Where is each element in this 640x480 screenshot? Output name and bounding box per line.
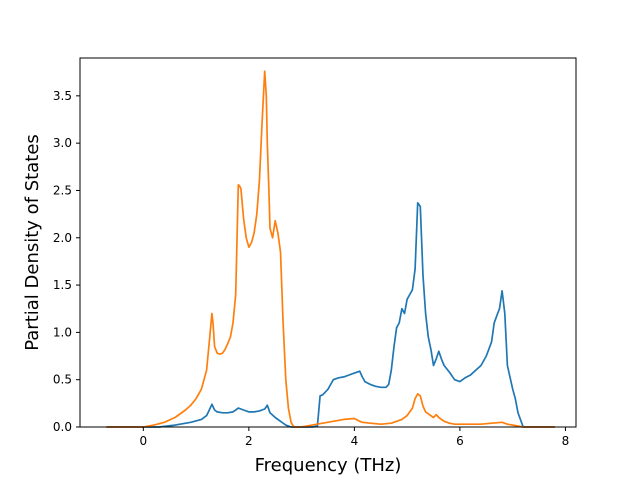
x-axis-label: Frequency (THz) [255, 455, 402, 476]
series-line-2 [106, 70, 555, 428]
y-tick-label: 0.0 [53, 420, 72, 434]
axes-frame [79, 57, 577, 428]
x-tick-label: 2 [245, 434, 253, 448]
x-tick-label: 0 [139, 434, 147, 448]
x-tick-label: 6 [456, 434, 464, 448]
y-axis-ticks: 0.0 0.5 1.0 1.5 2.0 2.5 3.0 3.5 [53, 89, 80, 434]
x-tick-label: 4 [351, 434, 359, 448]
series-line-1 [106, 201, 555, 428]
y-axis-label: Partial Density of States [22, 134, 43, 351]
y-tick-label: 0.5 [53, 373, 72, 387]
x-axis-ticks: 0 2 4 6 8 [139, 427, 569, 448]
y-tick-label: 3.5 [53, 89, 72, 103]
series-layer [106, 70, 555, 428]
x-tick-label: 8 [562, 434, 570, 448]
y-tick-label: 1.5 [53, 278, 72, 292]
y-tick-label: 2.0 [53, 231, 72, 245]
y-tick-label: 2.5 [53, 183, 72, 197]
y-tick-label: 1.0 [53, 325, 72, 339]
y-tick-label: 3.0 [53, 136, 72, 150]
